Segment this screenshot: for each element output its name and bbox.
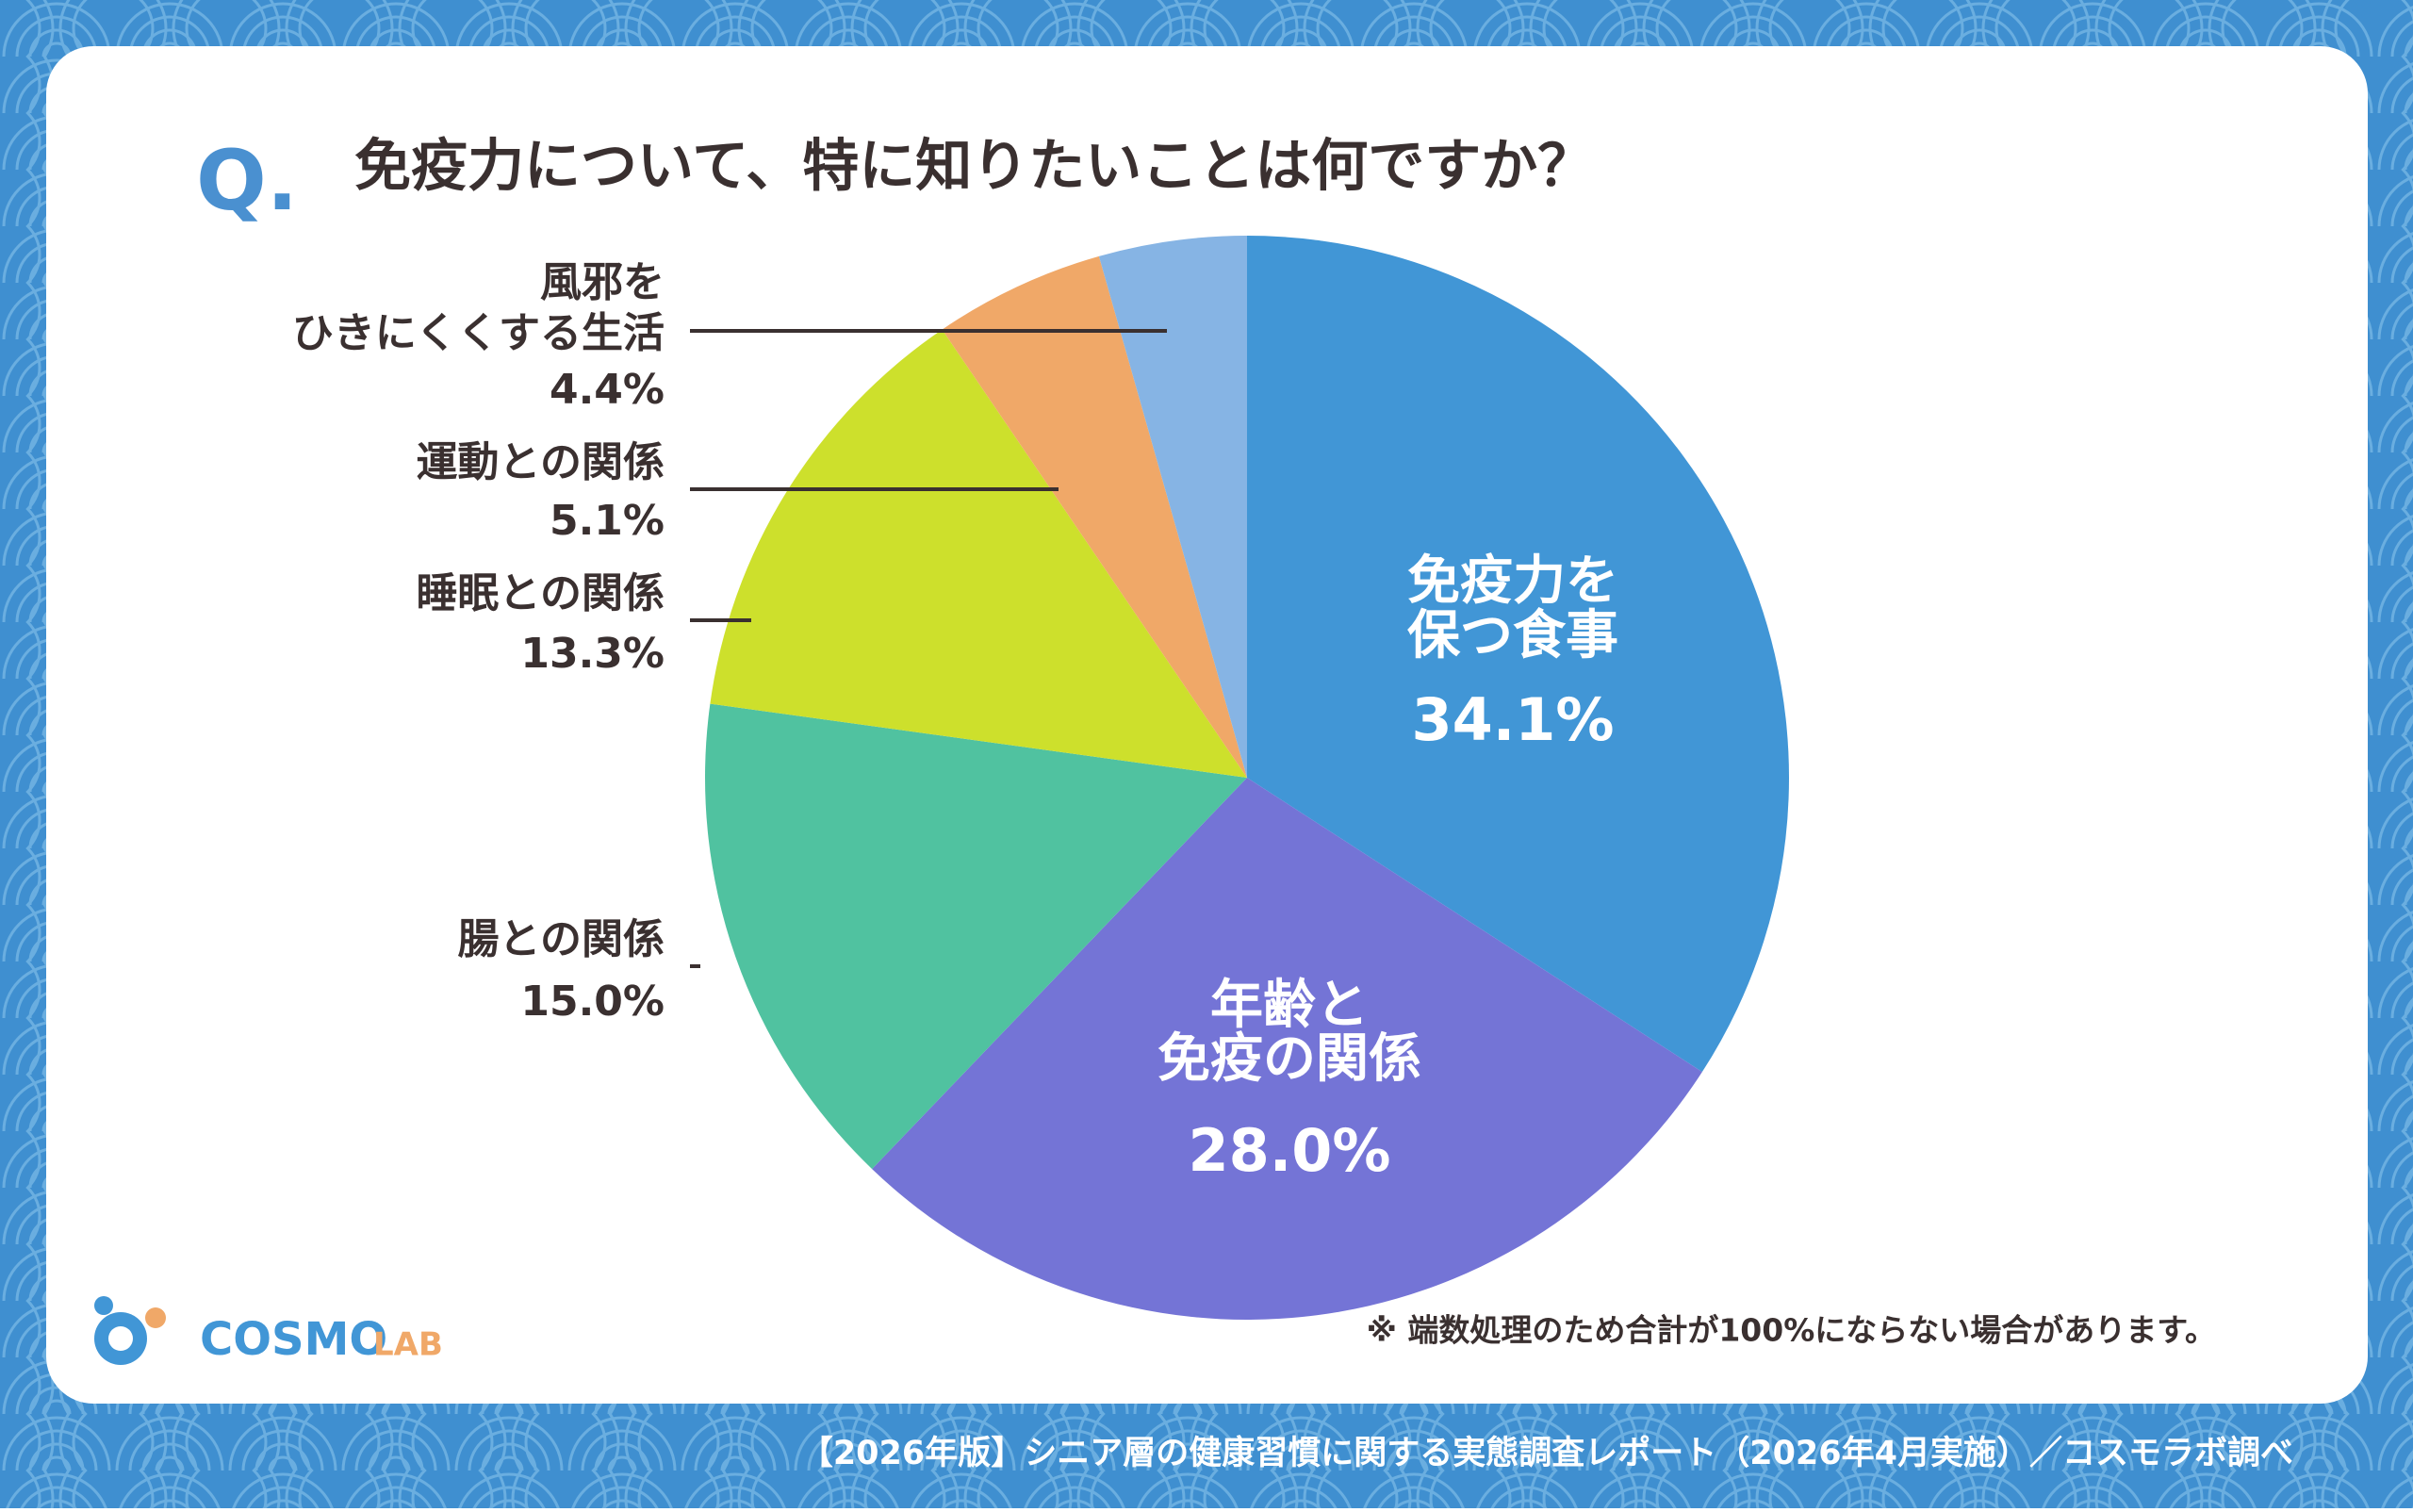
slice-label: 睡眠との関係 [416, 569, 665, 617]
note: ※ 端数処理のため合計が100%にならない場合があります。 [1367, 1312, 2216, 1349]
pie-slice [704, 703, 1247, 1170]
value-label: 34.1% [1411, 685, 1614, 754]
slice-label: 免疫力を [1407, 551, 1618, 612]
pie-slice [872, 778, 1702, 1320]
value-label: 13.3% [520, 630, 665, 678]
pie-slice [1098, 236, 1247, 778]
slice-label: 免疫の関係 [1157, 1028, 1421, 1090]
logo-icon [94, 1296, 166, 1365]
slice-label: 年齢と [1210, 975, 1369, 1036]
slice-label: 運動との関係 [416, 438, 665, 486]
logo-text: COSMO [200, 1313, 387, 1366]
badge: Q. [196, 132, 298, 229]
value-label: 28.0% [1188, 1116, 1390, 1185]
slice-label: ひきにくくする生活 [292, 309, 665, 357]
logo-text: LAB [373, 1326, 443, 1364]
slice-label: 保つ食事 [1407, 605, 1618, 666]
slice-label: 腸との関係 [457, 915, 665, 963]
chart-title: 免疫力について、特に知りたいことは何ですか？ [354, 134, 1594, 200]
source: 【2026年版】シニア層の健康習慣に関する実態調査レポート（2026年4月実施）… [800, 1434, 2293, 1472]
value-label: 4.4% [550, 366, 665, 414]
pie-slice [1247, 236, 1790, 1073]
slice-label: 風邪を [540, 258, 665, 306]
value-label: 15.0% [520, 978, 665, 1026]
value-label: 5.1% [550, 497, 665, 545]
pie-slice [942, 255, 1247, 778]
pie-slice [710, 329, 1247, 778]
